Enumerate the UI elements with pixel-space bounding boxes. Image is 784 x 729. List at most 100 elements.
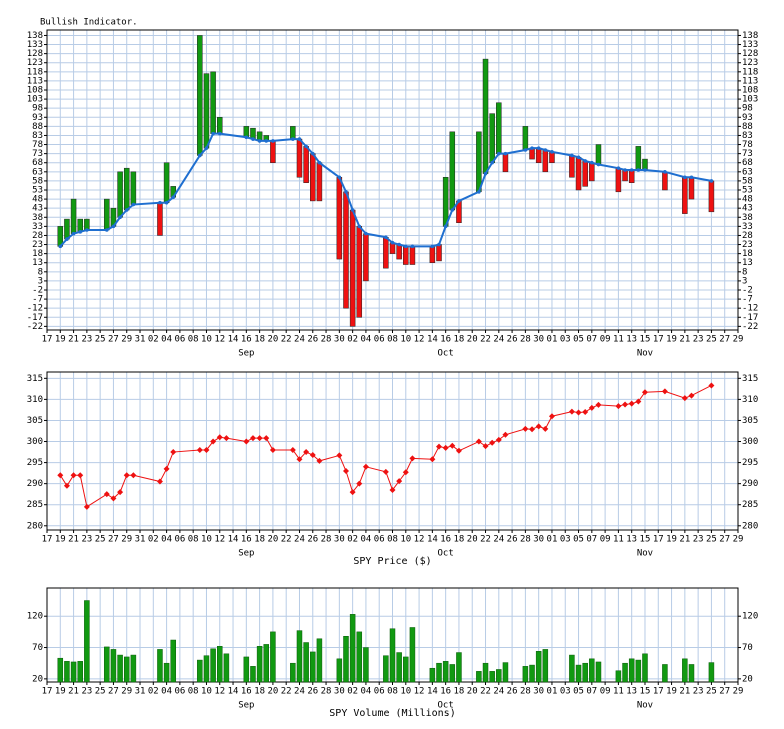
x-tick-label: 10 xyxy=(201,687,212,697)
y-tick-label: 3 xyxy=(38,276,43,286)
bar xyxy=(522,666,529,683)
x-tick-label: 18 xyxy=(254,535,265,545)
x-tick-label: 21 xyxy=(679,535,690,545)
average-point xyxy=(550,150,554,154)
price-point xyxy=(628,400,635,407)
x-tick-label: 20 xyxy=(267,687,278,697)
indicator-bar xyxy=(482,58,489,174)
x-tick-label: 10 xyxy=(400,535,411,545)
price-point xyxy=(402,469,409,476)
indicator-bar xyxy=(688,177,695,200)
average-point xyxy=(629,168,634,172)
x-tick-label: 01 xyxy=(547,687,558,697)
x-tick-label: 04 xyxy=(361,535,372,545)
bar xyxy=(296,630,303,683)
x-tick-label: 02 xyxy=(347,335,358,345)
bar xyxy=(77,661,83,683)
y-tick-label: 20 xyxy=(742,674,753,684)
indicator-bar xyxy=(502,153,509,173)
indicator-bar xyxy=(104,198,110,231)
y-tick-label: 63 xyxy=(742,167,753,177)
bar xyxy=(529,664,535,683)
price-point xyxy=(548,413,555,420)
bar xyxy=(170,639,176,683)
average-point xyxy=(271,139,275,143)
bar xyxy=(117,654,123,683)
y-tick-label: 70 xyxy=(32,643,43,653)
bar xyxy=(436,662,442,683)
average-point xyxy=(689,175,694,180)
y-tick-label: 128 xyxy=(27,49,43,59)
y-tick-label: 83 xyxy=(742,131,753,141)
y-tick-label: 88 xyxy=(32,122,43,132)
x-tick-label: 29 xyxy=(733,687,744,697)
bar xyxy=(622,662,628,683)
y-tick-label: 123 xyxy=(27,58,43,68)
average-point xyxy=(490,160,494,165)
indicator-bar xyxy=(442,177,449,227)
average-point xyxy=(397,242,401,247)
average-point xyxy=(304,144,308,149)
bar xyxy=(203,655,210,683)
x-tick-label: 16 xyxy=(440,335,451,345)
x-tick-label: 06 xyxy=(374,687,385,697)
y-tick-label: 120 xyxy=(742,612,758,622)
x-tick-label: 04 xyxy=(361,335,372,345)
indicator-bar xyxy=(542,149,549,173)
x-tick-label: 01 xyxy=(547,335,558,345)
x-axis-label: SPY Volume (Millions) xyxy=(329,708,455,719)
y-tick-label: 18 xyxy=(32,249,43,259)
x-tick-label: 31 xyxy=(135,535,146,545)
x-tick-label: 03 xyxy=(560,335,571,345)
x-tick-label: 17 xyxy=(653,687,664,697)
bar xyxy=(336,658,343,683)
x-tick-label: 18 xyxy=(454,335,465,345)
indicator-bar xyxy=(316,162,323,202)
x-tick-label: 06 xyxy=(174,535,185,545)
y-tick-label: 310 xyxy=(27,395,43,405)
price-point xyxy=(289,446,296,453)
x-tick-label: 05 xyxy=(573,335,584,345)
y-tick-label: 20 xyxy=(32,674,43,684)
y-tick-label: 8 xyxy=(742,267,747,277)
x-tick-label: 07 xyxy=(586,335,597,345)
bar xyxy=(157,649,163,683)
bar xyxy=(409,627,416,683)
x-tick-label: 18 xyxy=(254,687,265,697)
month-label: Oct xyxy=(438,701,454,711)
y-tick-label: 48 xyxy=(742,195,753,205)
bar xyxy=(343,636,349,683)
indicator-bar xyxy=(409,246,416,265)
bar xyxy=(682,658,688,683)
y-tick-label: 58 xyxy=(32,176,43,186)
month-label: Sep xyxy=(238,549,254,559)
x-tick-label: 26 xyxy=(507,687,518,697)
bar xyxy=(270,631,276,683)
x-tick-label: 26 xyxy=(307,335,318,345)
bar xyxy=(502,662,509,683)
x-tick-label: 07 xyxy=(586,535,597,545)
price-point xyxy=(409,455,416,462)
x-tick-label: 29 xyxy=(121,335,132,345)
average-point xyxy=(58,244,63,249)
average-point xyxy=(384,235,388,240)
x-tick-label: 19 xyxy=(666,687,677,697)
x-tick-label: 02 xyxy=(148,687,159,697)
x-tick-label: 25 xyxy=(95,687,106,697)
price-point xyxy=(57,472,64,479)
price-point xyxy=(641,389,648,396)
y-tick-label: -2 xyxy=(742,286,753,296)
x-tick-label: 14 xyxy=(427,335,438,345)
x-tick-label: 19 xyxy=(666,535,677,545)
x-tick-label: 16 xyxy=(440,687,451,697)
average-point xyxy=(297,137,302,141)
x-tick-label: 30 xyxy=(533,535,544,545)
bar xyxy=(64,661,70,683)
y-tick-label: 48 xyxy=(32,195,43,205)
indicator-bar xyxy=(569,155,575,178)
price-point xyxy=(396,478,403,485)
average-point xyxy=(497,151,501,156)
average-point xyxy=(204,146,209,150)
bar xyxy=(542,649,549,683)
